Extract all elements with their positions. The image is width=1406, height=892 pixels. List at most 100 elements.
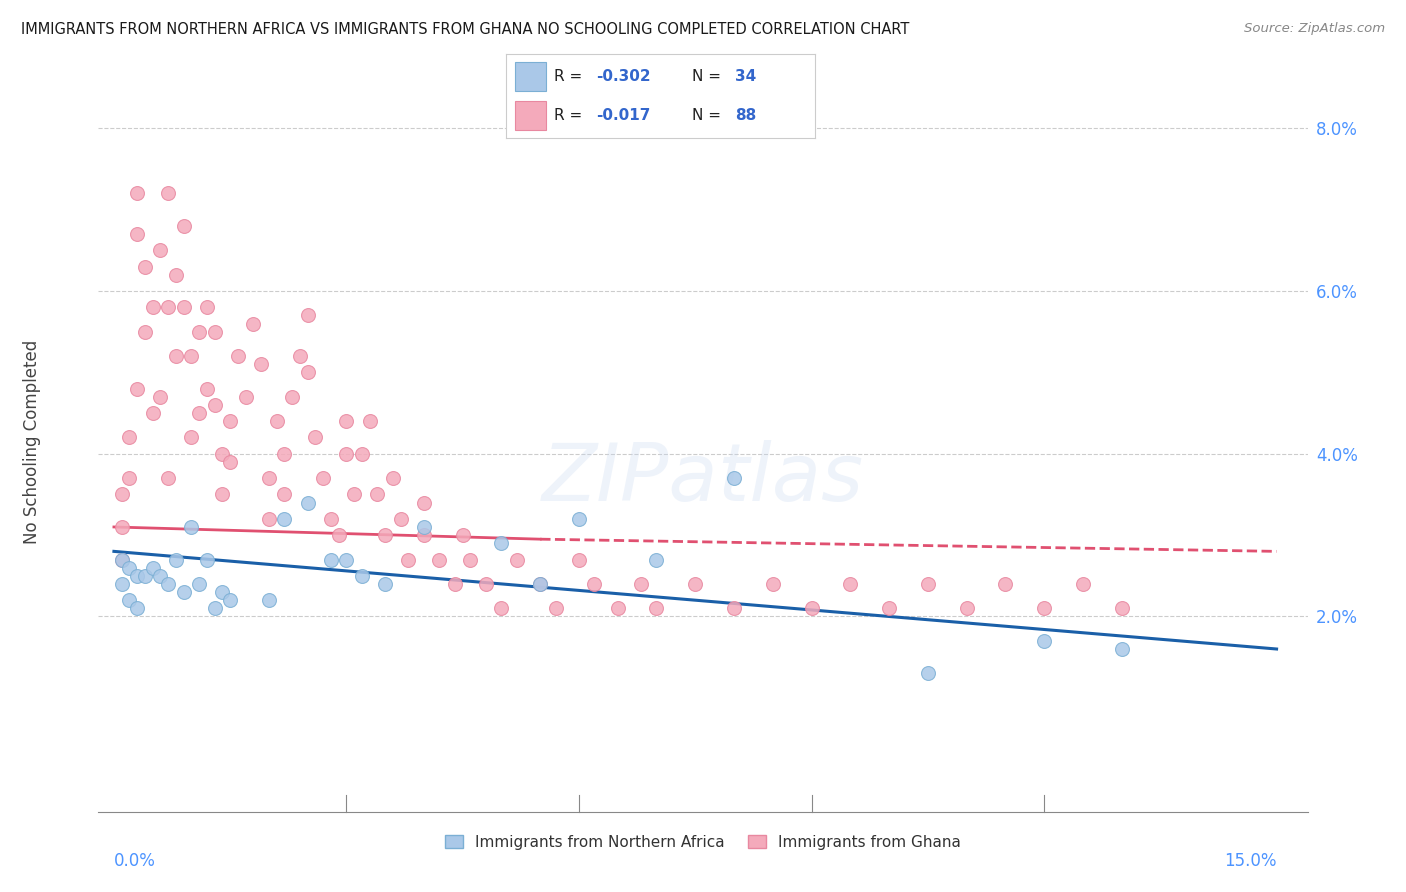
Point [451,528,474,542]
Point [1111,642,1133,657]
Point [235,390,257,404]
Point [188,406,211,420]
Point [359,414,381,428]
Point [149,244,172,258]
Point [413,528,436,542]
Point [273,447,295,461]
Point [157,577,180,591]
Point [413,495,436,509]
Point [149,390,172,404]
Point [319,512,342,526]
Point [257,512,280,526]
Point [381,471,404,485]
Point [165,552,187,566]
Point [444,577,467,591]
Point [723,471,745,485]
Text: -0.302: -0.302 [596,69,651,84]
Text: -0.017: -0.017 [596,108,650,123]
Text: ZIPatlas: ZIPatlas [541,440,865,517]
Point [111,552,134,566]
Point [839,577,862,591]
Bar [516,101,547,130]
Point [195,382,218,396]
Point [491,536,513,550]
Text: R =: R = [554,69,588,84]
Point [273,487,295,501]
Point [273,512,295,526]
Point [343,487,366,501]
Point [544,601,567,615]
Point [506,552,529,566]
Point [529,577,551,591]
Point [350,447,373,461]
Point [877,601,900,615]
Point [173,301,195,315]
Point [429,552,451,566]
Point [250,357,273,371]
Text: 34: 34 [735,69,756,84]
Point [917,666,939,681]
Point [1071,577,1094,591]
Point [211,487,233,501]
Text: IMMIGRANTS FROM NORTHERN AFRICA VS IMMIGRANTS FROM GHANA NO SCHOOLING COMPLETED : IMMIGRANTS FROM NORTHERN AFRICA VS IMMIG… [21,22,910,37]
Point [335,447,357,461]
Point [111,552,134,566]
Point [398,552,420,566]
Point [762,577,785,591]
Point [226,349,249,363]
Point [335,552,357,566]
Point [297,495,319,509]
Point [157,186,180,201]
Point [173,219,195,233]
Point [645,552,668,566]
Point [335,414,357,428]
Text: 0.0%: 0.0% [114,853,156,871]
Point [204,398,226,412]
Point [118,593,141,607]
Point [297,309,319,323]
Point [328,528,350,542]
Text: N =: N = [692,69,725,84]
Point [917,577,939,591]
Point [304,430,326,444]
Point [211,447,233,461]
Point [157,471,180,485]
Point [413,520,436,534]
Point [134,260,156,274]
Legend: Immigrants from Northern Africa, Immigrants from Ghana: Immigrants from Northern Africa, Immigra… [439,829,967,856]
Point [568,512,591,526]
Point [127,382,149,396]
Point [257,471,280,485]
Point [118,471,141,485]
Point [142,301,165,315]
Point [1033,601,1056,615]
Point [118,560,141,574]
Point [204,601,226,615]
Point [800,601,823,615]
Point [219,414,242,428]
Point [994,577,1017,591]
Text: 88: 88 [735,108,756,123]
Point [475,577,498,591]
Text: Source: ZipAtlas.com: Source: ZipAtlas.com [1244,22,1385,36]
Point [149,568,172,582]
Point [165,268,187,282]
Point [645,601,668,615]
Point [157,301,180,315]
Point [606,601,628,615]
Point [127,186,149,201]
Text: No Schooling Completed: No Schooling Completed [22,340,41,543]
Point [173,585,195,599]
Point [142,560,165,574]
Point [219,455,242,469]
Point [281,390,304,404]
Point [374,528,396,542]
Point [134,568,156,582]
Point [374,577,396,591]
Point [1033,633,1056,648]
Point [683,577,706,591]
Point [211,585,233,599]
Point [319,552,342,566]
Point [127,601,149,615]
Point [180,349,202,363]
